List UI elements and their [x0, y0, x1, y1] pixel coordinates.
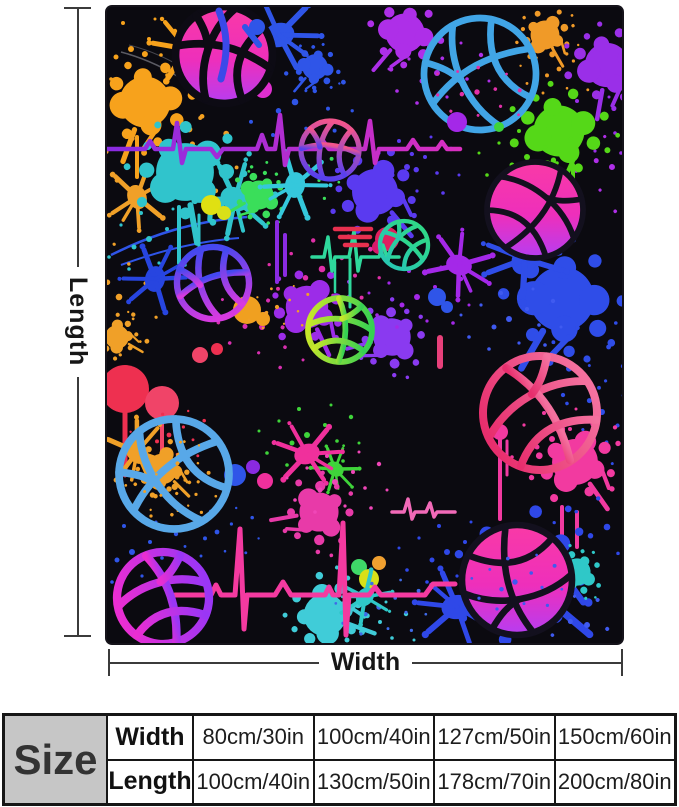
- length-bottom-cap: [64, 635, 91, 638]
- orange-splatter-top-left: [107, 7, 242, 374]
- blanket-product-photo: [107, 7, 622, 643]
- basketball-filled-pink-bottom: [453, 516, 580, 643]
- length-label: Length: [64, 277, 92, 367]
- width-label: Width: [330, 648, 401, 676]
- length-top-cap: [64, 7, 91, 9]
- size-value-width-4: 150cm/60in: [555, 716, 674, 759]
- size-row-label-width: Width: [108, 716, 192, 759]
- size-value-length-4: 200cm/80in: [555, 760, 674, 803]
- cyan-splatter-bottom: [272, 553, 428, 643]
- size-value-length-1: 100cm/40in: [194, 760, 313, 803]
- size-value-width-3: 127cm/50in: [435, 716, 554, 759]
- size-value-width-2: 100cm/40in: [314, 716, 433, 759]
- size-chart-table: Size Width 80cm/30in 100cm/40in 127cm/50…: [2, 713, 677, 806]
- cyan-splatter-mid-left: [107, 106, 341, 271]
- width-line-left: [110, 661, 319, 664]
- length-line-lower: [76, 376, 79, 636]
- red-paint-blobs: [107, 343, 223, 478]
- size-value-width-1: 80cm/30in: [194, 716, 313, 759]
- size-table-header: Size: [5, 716, 106, 803]
- width-dimension-line: Width: [108, 648, 624, 676]
- length-dimension-line: Length: [64, 7, 92, 638]
- width-line-right: [412, 661, 622, 664]
- length-line-upper: [76, 9, 79, 268]
- width-right-cap: [621, 649, 624, 676]
- neon-basketball-splatter-art: [107, 7, 622, 643]
- size-value-length-3: 178cm/70in: [435, 760, 554, 803]
- width-left-cap: [108, 649, 110, 676]
- heartbeat-lines: [107, 112, 463, 638]
- size-value-length-2: 130cm/50in: [314, 760, 433, 803]
- size-row-label-length: Length: [108, 760, 192, 803]
- overlay-paint: [133, 7, 564, 611]
- basketball-filled-pink-right: [467, 142, 602, 277]
